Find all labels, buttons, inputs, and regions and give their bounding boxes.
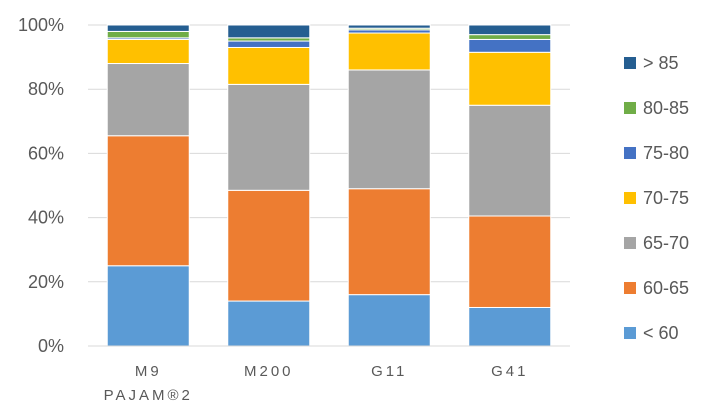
bar-stack xyxy=(106,24,190,347)
y-tick-label: 20% xyxy=(28,272,64,292)
y-tick-label: 0% xyxy=(38,336,64,356)
legend-label: 65-70 xyxy=(643,233,689,253)
bar-stack xyxy=(468,24,552,347)
bar-segment xyxy=(347,32,431,71)
bar-stack xyxy=(347,24,431,347)
bar-segment xyxy=(468,215,552,308)
y-tick-label: 100% xyxy=(18,15,64,35)
bar-segment xyxy=(468,34,552,40)
legend-label: 70-75 xyxy=(643,188,689,208)
x-axis-category-labels: M9 PAJAM®2 M200 G11 G41 xyxy=(104,363,528,404)
bar-segment xyxy=(347,188,431,296)
legend-swatch xyxy=(624,192,636,204)
y-tick-label: 60% xyxy=(28,143,64,163)
bar-segment xyxy=(106,63,190,137)
x-category-label: PAJAM®2 xyxy=(104,387,193,404)
legend-swatch xyxy=(624,57,636,69)
x-category-label: G41 xyxy=(491,363,528,380)
legend-label: < 60 xyxy=(643,323,679,343)
bar-segment xyxy=(468,51,552,106)
bar-segment xyxy=(347,24,431,29)
legend-swatch xyxy=(624,282,636,294)
legend-label: 80-85 xyxy=(643,98,689,118)
y-tick-label: 40% xyxy=(28,208,64,228)
bar-segment xyxy=(106,38,190,65)
bar-segment xyxy=(468,24,552,36)
legend: > 85 80-85 75-80 70-75 65-70 60-65 < 60 xyxy=(624,53,689,343)
bar-stack xyxy=(227,24,311,347)
bar-segment xyxy=(227,189,311,302)
y-axis-tick-labels: 0% 20% 40% 60% 80% 100% xyxy=(18,15,64,356)
bar-segment xyxy=(227,83,311,191)
legend-label: 60-65 xyxy=(643,278,689,298)
bar-segment xyxy=(227,40,311,48)
legend-label: > 85 xyxy=(643,53,679,73)
bar-segment xyxy=(468,104,552,217)
bar-segment xyxy=(106,30,190,39)
bar-segment xyxy=(106,24,190,32)
y-tick-label: 80% xyxy=(28,79,64,99)
x-category-label: G11 xyxy=(371,363,407,380)
x-category-label: M9 xyxy=(135,363,162,380)
bar-stacks xyxy=(106,24,552,347)
bar-segment xyxy=(106,265,190,347)
legend-swatch xyxy=(624,327,636,339)
x-category-label: M200 xyxy=(244,363,294,380)
legend-swatch xyxy=(624,102,636,114)
bar-segment xyxy=(468,38,552,53)
bar-segment xyxy=(227,300,311,347)
legend-swatch xyxy=(624,147,636,159)
bar-segment xyxy=(347,294,431,347)
bar-segment xyxy=(227,24,311,39)
bar-segment xyxy=(468,306,552,347)
bar-segment xyxy=(347,69,431,190)
legend-label: 75-80 xyxy=(643,143,689,163)
legend-swatch xyxy=(624,237,636,249)
bar-segment xyxy=(106,135,190,267)
bar-segment xyxy=(227,46,311,85)
